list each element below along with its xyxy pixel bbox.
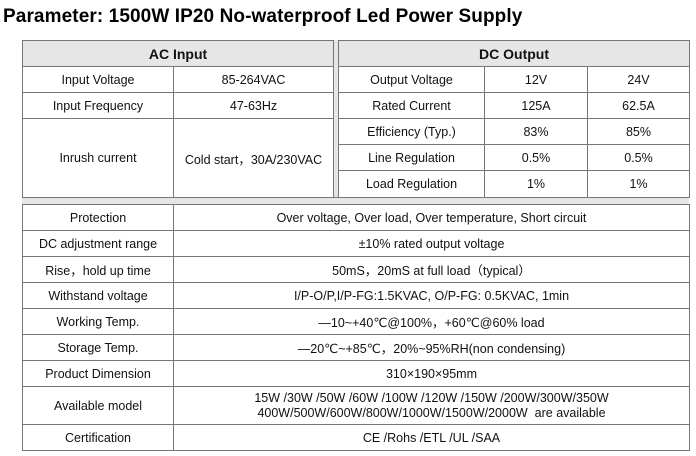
line-regulation-12v: 0.5% xyxy=(484,144,588,171)
input-frequency-label: Input Frequency xyxy=(22,92,174,119)
efficiency-12v: 83% xyxy=(484,118,588,145)
input-voltage-label: Input Voltage xyxy=(22,66,174,93)
inrush-current-value: Cold start，30A/230VAC xyxy=(172,118,335,198)
withstand-voltage-value: I/P-O/P,I/P-FG:1.5KVAC, O/P-FG: 0.5KVAC,… xyxy=(173,282,690,309)
available-model-line-1: 15W /30W /50W /60W /100W /120W /150W /20… xyxy=(254,390,609,405)
working-temp-label: Working Temp. xyxy=(22,308,174,335)
load-regulation-label: Load Regulation xyxy=(338,170,485,198)
protection-label: Protection xyxy=(22,204,174,231)
available-model-line-2: 400W/500W/600W/800W/1000W/1500W/2000W ar… xyxy=(257,405,606,420)
input-voltage-value: 85-264VAC xyxy=(172,66,335,93)
ac-input-table: AC Input Input Voltage 85-264VAC Input F… xyxy=(21,40,335,198)
load-regulation-24v: 1% xyxy=(586,170,691,198)
storage-temp-label: Storage Temp. xyxy=(22,334,174,361)
working-temp-value: —10~+40℃@100%，+60℃@60% load xyxy=(173,308,690,335)
efficiency-24v: 85% xyxy=(586,118,691,145)
certification-label: Certification xyxy=(22,424,174,451)
certification-value: CE /Rohs /ETL /UL /SAA xyxy=(173,424,690,451)
product-dimension-label: Product Dimension xyxy=(22,360,174,387)
line-regulation-label: Line Regulation xyxy=(338,144,485,171)
dc-output-table: DC Output Output Voltage 12V 24V Rated C… xyxy=(337,40,691,198)
dc-adjustment-label: DC adjustment range xyxy=(22,230,174,257)
input-frequency-value: 47-63Hz xyxy=(172,92,335,119)
dc-output-header: DC Output xyxy=(337,40,691,67)
specs-table: Protection Over voltage, Over load, Over… xyxy=(22,204,690,451)
output-voltage-24v: 24V xyxy=(586,66,691,93)
page-title: Parameter: 1500W IP20 No-waterproof Led … xyxy=(3,6,523,27)
protection-value: Over voltage, Over load, Over temperatur… xyxy=(173,204,690,231)
output-voltage-label: Output Voltage xyxy=(338,66,485,93)
rated-current-24v: 62.5A xyxy=(586,92,691,119)
rated-current-12v: 125A xyxy=(484,92,588,119)
load-regulation-12v: 1% xyxy=(484,170,588,198)
efficiency-label: Efficiency (Typ.) xyxy=(338,118,485,145)
inrush-current-label: Inrush current xyxy=(22,118,174,198)
rated-current-label: Rated Current xyxy=(338,92,485,119)
withstand-voltage-label: Withstand voltage xyxy=(22,282,174,309)
storage-temp-value: —20℃~+85℃，20%~95%RH(non condensing) xyxy=(173,334,690,361)
rise-hold-value: 50mS，20mS at full load（typical） xyxy=(173,256,690,283)
dc-adjustment-value: ±10% rated output voltage xyxy=(173,230,690,257)
output-voltage-12v: 12V xyxy=(484,66,588,93)
available-model-label: Available model xyxy=(22,386,174,425)
ac-input-header: AC Input xyxy=(21,40,335,67)
available-model-value: 15W /30W /50W /60W /100W /120W /150W /20… xyxy=(173,386,690,425)
line-regulation-24v: 0.5% xyxy=(586,144,691,171)
rise-hold-label: Rise，hold up time xyxy=(22,256,174,283)
product-dimension-value: 310×190×95mm xyxy=(173,360,690,387)
